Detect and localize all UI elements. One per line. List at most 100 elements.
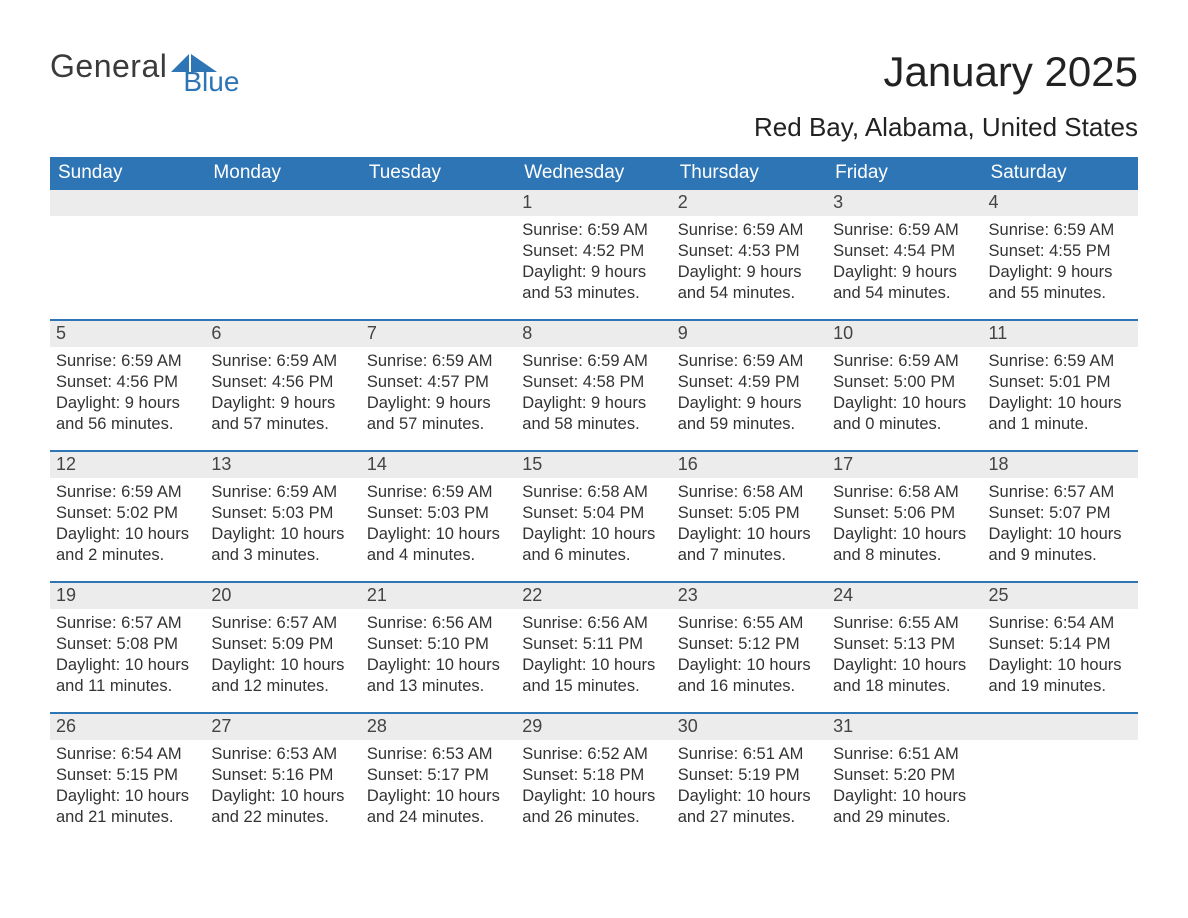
weekday-header: Monday (205, 157, 360, 190)
calendar-day-cell: 1Sunrise: 6:59 AMSunset: 4:52 PMDaylight… (516, 190, 671, 320)
daylight-line1: Daylight: 10 hours (833, 655, 976, 676)
daylight-line1: Daylight: 9 hours (367, 393, 510, 414)
daylight-line1: Daylight: 9 hours (522, 262, 665, 283)
sunrise-text: Sunrise: 6:54 AM (989, 613, 1132, 634)
calendar-day-cell: 18Sunrise: 6:57 AMSunset: 5:07 PMDayligh… (983, 452, 1138, 582)
daylight-line1: Daylight: 10 hours (678, 524, 821, 545)
sunrise-text: Sunrise: 6:58 AM (678, 482, 821, 503)
daylight-line2: and 0 minutes. (833, 414, 976, 435)
sunrise-text: Sunrise: 6:59 AM (367, 351, 510, 372)
month-title: January 2025 (754, 48, 1138, 96)
daylight-line2: and 56 minutes. (56, 414, 199, 435)
calendar-day-cell: 20Sunrise: 6:57 AMSunset: 5:09 PMDayligh… (205, 583, 360, 713)
calendar-week-row: 12Sunrise: 6:59 AMSunset: 5:02 PMDayligh… (50, 452, 1138, 582)
daylight-line1: Daylight: 9 hours (833, 262, 976, 283)
sunset-text: Sunset: 5:03 PM (367, 503, 510, 524)
calendar-day-cell: 6Sunrise: 6:59 AMSunset: 4:56 PMDaylight… (205, 321, 360, 451)
daylight-line1: Daylight: 10 hours (833, 786, 976, 807)
day-info: Sunrise: 6:52 AMSunset: 5:18 PMDaylight:… (516, 740, 671, 832)
daylight-line2: and 54 minutes. (678, 283, 821, 304)
calendar-day-cell (205, 190, 360, 320)
sunset-text: Sunset: 5:20 PM (833, 765, 976, 786)
sunset-text: Sunset: 5:16 PM (211, 765, 354, 786)
sunrise-text: Sunrise: 6:59 AM (56, 482, 199, 503)
sunrise-text: Sunrise: 6:59 AM (522, 220, 665, 241)
day-number-empty (361, 190, 516, 216)
sunrise-text: Sunrise: 6:59 AM (989, 351, 1132, 372)
day-info: Sunrise: 6:59 AMSunset: 4:53 PMDaylight:… (672, 216, 827, 308)
daylight-line2: and 18 minutes. (833, 676, 976, 697)
day-number: 15 (516, 452, 671, 478)
calendar-day-cell: 31Sunrise: 6:51 AMSunset: 5:20 PMDayligh… (827, 714, 982, 844)
sunset-text: Sunset: 5:14 PM (989, 634, 1132, 655)
sunrise-text: Sunrise: 6:58 AM (833, 482, 976, 503)
sunrise-text: Sunrise: 6:59 AM (211, 351, 354, 372)
daylight-line1: Daylight: 10 hours (211, 655, 354, 676)
calendar-day-cell: 5Sunrise: 6:59 AMSunset: 4:56 PMDaylight… (50, 321, 205, 451)
sunset-text: Sunset: 5:19 PM (678, 765, 821, 786)
daylight-line1: Daylight: 9 hours (678, 393, 821, 414)
day-number: 29 (516, 714, 671, 740)
sunrise-text: Sunrise: 6:59 AM (56, 351, 199, 372)
day-info: Sunrise: 6:57 AMSunset: 5:07 PMDaylight:… (983, 478, 1138, 570)
day-number: 19 (50, 583, 205, 609)
daylight-line2: and 53 minutes. (522, 283, 665, 304)
daylight-line1: Daylight: 10 hours (833, 393, 976, 414)
day-info: Sunrise: 6:53 AMSunset: 5:16 PMDaylight:… (205, 740, 360, 832)
sunrise-text: Sunrise: 6:57 AM (56, 613, 199, 634)
day-info: Sunrise: 6:54 AMSunset: 5:14 PMDaylight:… (983, 609, 1138, 701)
weekday-header: Sunday (50, 157, 205, 190)
daylight-line2: and 55 minutes. (989, 283, 1132, 304)
day-info: Sunrise: 6:59 AMSunset: 4:56 PMDaylight:… (205, 347, 360, 439)
sunset-text: Sunset: 4:57 PM (367, 372, 510, 393)
sunset-text: Sunset: 5:12 PM (678, 634, 821, 655)
calendar-day-cell (50, 190, 205, 320)
sunset-text: Sunset: 5:07 PM (989, 503, 1132, 524)
daylight-line1: Daylight: 10 hours (367, 655, 510, 676)
daylight-line1: Daylight: 10 hours (989, 524, 1132, 545)
sunrise-text: Sunrise: 6:56 AM (367, 613, 510, 634)
sunrise-text: Sunrise: 6:54 AM (56, 744, 199, 765)
sunset-text: Sunset: 5:15 PM (56, 765, 199, 786)
sunset-text: Sunset: 5:18 PM (522, 765, 665, 786)
day-number: 12 (50, 452, 205, 478)
daylight-line2: and 19 minutes. (989, 676, 1132, 697)
daylight-line2: and 7 minutes. (678, 545, 821, 566)
day-info: Sunrise: 6:51 AMSunset: 5:20 PMDaylight:… (827, 740, 982, 832)
sunrise-text: Sunrise: 6:59 AM (678, 220, 821, 241)
daylight-line2: and 4 minutes. (367, 545, 510, 566)
daylight-line2: and 1 minute. (989, 414, 1132, 435)
daylight-line1: Daylight: 9 hours (211, 393, 354, 414)
sunrise-text: Sunrise: 6:55 AM (833, 613, 976, 634)
logo-text-left: General (50, 48, 167, 85)
day-info: Sunrise: 6:51 AMSunset: 5:19 PMDaylight:… (672, 740, 827, 832)
calendar-day-cell: 2Sunrise: 6:59 AMSunset: 4:53 PMDaylight… (672, 190, 827, 320)
sunrise-text: Sunrise: 6:59 AM (833, 220, 976, 241)
daylight-line1: Daylight: 10 hours (211, 786, 354, 807)
sunrise-text: Sunrise: 6:59 AM (989, 220, 1132, 241)
calendar-day-cell: 10Sunrise: 6:59 AMSunset: 5:00 PMDayligh… (827, 321, 982, 451)
daylight-line2: and 9 minutes. (989, 545, 1132, 566)
daylight-line2: and 15 minutes. (522, 676, 665, 697)
day-number: 18 (983, 452, 1138, 478)
daylight-line1: Daylight: 10 hours (56, 524, 199, 545)
calendar-day-cell: 30Sunrise: 6:51 AMSunset: 5:19 PMDayligh… (672, 714, 827, 844)
sunrise-text: Sunrise: 6:51 AM (678, 744, 821, 765)
sunset-text: Sunset: 4:56 PM (56, 372, 199, 393)
calendar-day-cell: 25Sunrise: 6:54 AMSunset: 5:14 PMDayligh… (983, 583, 1138, 713)
calendar-day-cell: 7Sunrise: 6:59 AMSunset: 4:57 PMDaylight… (361, 321, 516, 451)
calendar-day-cell: 21Sunrise: 6:56 AMSunset: 5:10 PMDayligh… (361, 583, 516, 713)
calendar-day-cell: 28Sunrise: 6:53 AMSunset: 5:17 PMDayligh… (361, 714, 516, 844)
daylight-line2: and 13 minutes. (367, 676, 510, 697)
day-number: 26 (50, 714, 205, 740)
daylight-line1: Daylight: 10 hours (522, 524, 665, 545)
sunset-text: Sunset: 5:03 PM (211, 503, 354, 524)
day-number: 22 (516, 583, 671, 609)
sunset-text: Sunset: 4:58 PM (522, 372, 665, 393)
calendar-day-cell: 24Sunrise: 6:55 AMSunset: 5:13 PMDayligh… (827, 583, 982, 713)
calendar-day-cell: 16Sunrise: 6:58 AMSunset: 5:05 PMDayligh… (672, 452, 827, 582)
daylight-line2: and 12 minutes. (211, 676, 354, 697)
day-info: Sunrise: 6:56 AMSunset: 5:11 PMDaylight:… (516, 609, 671, 701)
daylight-line2: and 26 minutes. (522, 807, 665, 828)
day-number: 5 (50, 321, 205, 347)
